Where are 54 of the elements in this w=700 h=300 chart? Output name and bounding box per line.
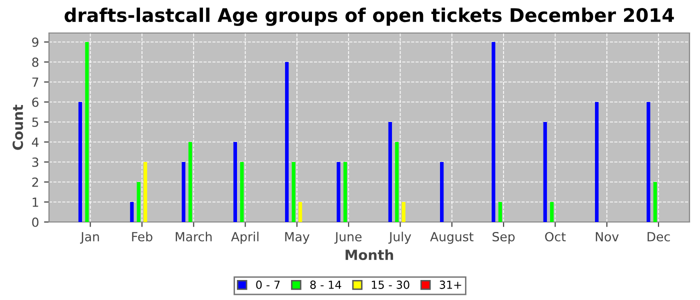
bar <box>440 162 444 222</box>
y-tick-label: 2 <box>32 177 38 187</box>
x-axis-title: Month <box>346 249 394 260</box>
x-tick-label: July <box>388 232 412 244</box>
bar <box>188 142 192 222</box>
y-tick-label: 8 <box>32 57 38 67</box>
bar <box>498 202 502 222</box>
bar <box>298 202 302 222</box>
bar <box>136 182 140 222</box>
bar <box>492 42 496 222</box>
bar <box>550 202 554 222</box>
bar <box>130 202 134 222</box>
legend-label: 31+ <box>440 280 462 289</box>
bar <box>292 162 296 222</box>
y-tick-label: 0 <box>32 217 38 227</box>
legend-label: 0 - 7 <box>256 280 280 289</box>
bar <box>343 162 348 222</box>
x-tick-label: Oct <box>545 232 566 242</box>
x-tick-label: April <box>231 232 258 244</box>
x-tick-label: May <box>285 232 310 244</box>
bar <box>85 42 89 222</box>
bar <box>144 162 148 222</box>
bar <box>285 62 289 222</box>
bar <box>646 102 650 222</box>
y-tick-label: 5 <box>32 118 38 127</box>
bar <box>78 102 82 222</box>
chart-title: drafts-lastcall Age groups of open tickets December 2014 <box>64 8 674 26</box>
bar <box>240 162 244 222</box>
bar <box>543 122 547 222</box>
bar <box>594 102 599 222</box>
y-tick-label: 1 <box>32 198 38 207</box>
y-tick-label: 7 <box>32 78 38 87</box>
bar <box>402 202 406 222</box>
legend-label: 15 - 30 <box>372 280 410 289</box>
legend-label: 8 - 14 <box>310 280 342 289</box>
bar <box>336 162 340 222</box>
x-tick-label: Dec <box>648 232 670 242</box>
x-tick-label: Nov <box>596 232 619 242</box>
x-tick-label: June <box>334 232 362 244</box>
x-tick-label: Jan <box>80 232 99 244</box>
bar <box>182 162 186 222</box>
x-tick-label: March <box>176 232 212 242</box>
bar <box>395 142 399 222</box>
bar <box>388 122 392 222</box>
bar <box>233 142 238 222</box>
y-tick-label: 3 <box>32 157 38 167</box>
y-axis-title: Count <box>12 104 24 150</box>
x-tick-label: Feb <box>132 232 152 242</box>
x-tick-label: August <box>430 232 474 244</box>
y-tick-label: 6 <box>32 97 38 107</box>
y-tick-label: 9 <box>32 37 38 47</box>
y-tick-label: 4 <box>32 138 39 147</box>
bar <box>653 182 657 222</box>
x-tick-label: Sep <box>492 232 515 244</box>
